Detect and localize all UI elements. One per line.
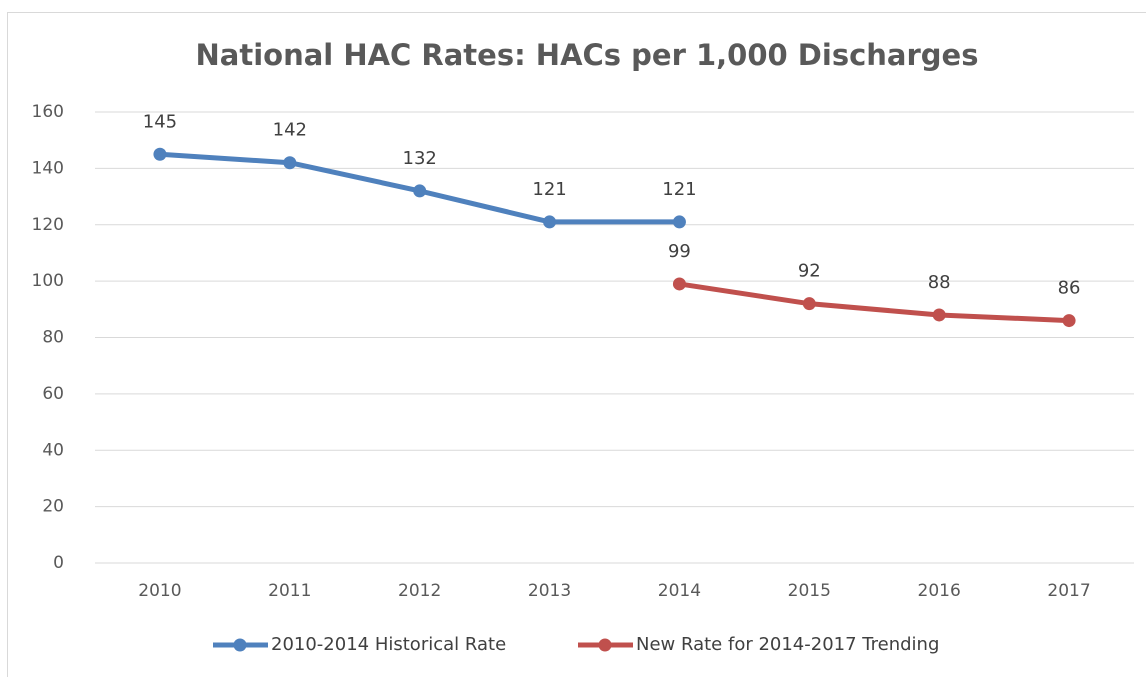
data-label: 121 bbox=[532, 179, 566, 200]
data-label: 142 bbox=[273, 120, 307, 141]
data-label: 132 bbox=[403, 148, 437, 169]
x-tick-label: 2011 bbox=[268, 581, 311, 601]
x-tick-label: 2017 bbox=[1047, 581, 1090, 601]
legend-label: New Rate for 2014-2017 Trending bbox=[636, 634, 939, 655]
marker bbox=[153, 147, 167, 161]
x-tick-label: 2010 bbox=[138, 581, 181, 601]
x-tick-label: 2014 bbox=[658, 581, 701, 601]
y-tick-label: 60 bbox=[42, 384, 64, 404]
data-label: 86 bbox=[1058, 278, 1081, 299]
marker bbox=[802, 297, 816, 311]
data-label: 88 bbox=[928, 272, 951, 293]
x-tick-label: 2013 bbox=[528, 581, 571, 601]
marker bbox=[283, 156, 297, 170]
data-label: 99 bbox=[668, 241, 691, 262]
chart-border bbox=[7, 12, 1146, 677]
legend-marker bbox=[598, 638, 612, 652]
marker bbox=[932, 308, 946, 322]
chart-title: National HAC Rates: HACs per 1,000 Disch… bbox=[196, 38, 979, 72]
marker bbox=[1062, 314, 1076, 328]
legend-label: 2010-2014 Historical Rate bbox=[271, 634, 506, 655]
y-tick-label: 100 bbox=[32, 271, 64, 291]
marker bbox=[413, 184, 427, 198]
y-tick-label: 0 bbox=[53, 553, 64, 573]
data-label: 145 bbox=[143, 111, 177, 132]
data-label: 121 bbox=[662, 179, 696, 200]
x-tick-label: 2016 bbox=[918, 581, 961, 601]
x-tick-label: 2012 bbox=[398, 581, 441, 601]
marker bbox=[543, 215, 557, 229]
marker bbox=[672, 215, 686, 229]
x-tick-label: 2015 bbox=[788, 581, 831, 601]
series-line bbox=[679, 281, 1070, 324]
y-tick-label: 20 bbox=[42, 497, 64, 517]
y-tick-label: 40 bbox=[42, 440, 64, 460]
y-tick-label: 140 bbox=[32, 158, 64, 178]
data-label: 92 bbox=[798, 261, 821, 282]
y-tick-label: 160 bbox=[32, 102, 64, 122]
y-tick-label: 120 bbox=[32, 215, 64, 235]
y-tick-label: 80 bbox=[42, 328, 64, 348]
legend-marker bbox=[233, 638, 247, 652]
marker bbox=[672, 277, 686, 291]
